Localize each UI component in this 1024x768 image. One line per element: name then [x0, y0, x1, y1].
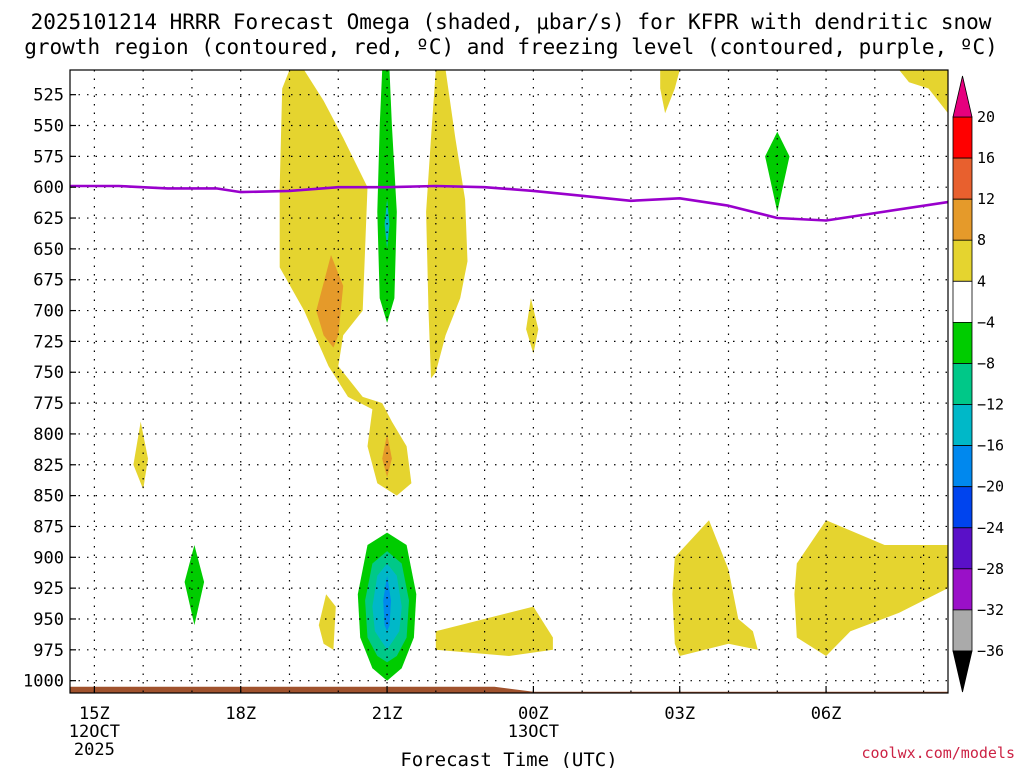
chart-title-line1: 2025101214 HRRR Forecast Omega (shaded, …: [31, 10, 992, 34]
y-tick-label-850: 850: [33, 487, 64, 507]
y-tick-label-925: 925: [33, 579, 64, 599]
freezing-level-line: [70, 184, 948, 222]
watermark: coolwx.com/models: [861, 744, 1015, 762]
y-tick-label-750: 750: [33, 363, 64, 383]
grid-lines: [70, 70, 948, 693]
x-axis-label: Forecast Time (UTC): [400, 749, 617, 768]
ground-surface: [70, 686, 948, 693]
x-tick-label-5: 06Z: [811, 704, 842, 724]
colorbar: 20 16 12 8 4 −4 −8 −12 −16 −20 −24 −28 −32 −36: [952, 75, 1004, 693]
x-tick-label-0: 15Z: [79, 704, 110, 724]
y-tick-label-675: 675: [33, 271, 64, 291]
omega-region-8: [672, 520, 758, 656]
colorbar-swatch-5: [952, 321, 973, 364]
y-tick-label-625: 625: [33, 209, 64, 229]
colorbar-swatch-4: [952, 280, 973, 323]
y-tick-label-975: 975: [33, 641, 64, 661]
x-tick-label-2: 21Z: [372, 704, 403, 724]
omega-region-1: [426, 70, 468, 379]
colorbar-swatch-7: [952, 404, 973, 446]
y-tick-label-950: 950: [33, 610, 64, 630]
colorbar-swatch-11: [952, 568, 973, 611]
x-date-label-0: 12OCT: [69, 722, 120, 742]
omega-region-19: [383, 575, 391, 632]
y-tick-label-600: 600: [33, 178, 64, 198]
y-tick-label-575: 575: [33, 147, 64, 167]
colorbar-swatch-8: [952, 445, 973, 488]
omega-region-11: [382, 433, 392, 478]
omega-region-5: [133, 421, 148, 490]
ground-fill: [70, 686, 948, 693]
x-date-label-3: 13OCT: [508, 722, 559, 742]
chart-title-line2: growth region (contoured, red, ºC) and f…: [24, 35, 998, 59]
plot-frame: [69, 69, 949, 694]
x-tick-label-1: 18Z: [225, 704, 256, 724]
colorbar-label-13: −36: [977, 642, 1004, 660]
colorbar-label-5: −4: [977, 313, 995, 331]
colorbar-swatch-6: [952, 363, 973, 405]
y-tick-label-550: 550: [33, 117, 64, 137]
colorbar-label-3: 8: [977, 231, 986, 249]
y-tick-label-825: 825: [33, 456, 64, 476]
colorbar-label-11: −28: [977, 560, 1004, 578]
y-tick-label-650: 650: [33, 240, 64, 260]
omega-region-6: [318, 594, 336, 650]
colorbar-swatch-2: [952, 198, 973, 241]
omega-region-12: [377, 70, 397, 323]
x-tick-label-3: 00Z: [518, 704, 549, 724]
colorbar-swatch-12: [952, 609, 973, 652]
colorbar-top-arrow: [952, 75, 973, 118]
colorbar-label-4: 4: [977, 272, 986, 290]
colorbar-label-9: −20: [977, 478, 1004, 496]
colorbar-label-7: −12: [977, 396, 1004, 414]
y-tick-label-1000: 1000: [23, 672, 64, 692]
y-tick-label-900: 900: [33, 548, 64, 568]
x-year-label-0: 2025: [74, 740, 115, 760]
x-tick-label-4: 03Z: [664, 704, 695, 724]
colorbar-swatch-9: [952, 486, 973, 529]
omega-region-13: [765, 131, 790, 212]
colorbar-label-8: −16: [977, 437, 1004, 455]
omega-region-14: [184, 545, 205, 626]
colorbar-label-2: 12: [977, 190, 995, 208]
colorbar-swatch-1: [952, 157, 973, 200]
colorbar-swatch-0: [952, 116, 973, 159]
omega-region-3: [899, 70, 948, 114]
y-tick-label-725: 725: [33, 332, 64, 352]
colorbar-label-12: −32: [977, 601, 1004, 619]
colorbar-swatch-3: [952, 239, 973, 282]
freezing-level: [70, 184, 948, 222]
colorbar-bottom-arrow: [952, 650, 973, 693]
y-tick-label-525: 525: [33, 86, 64, 106]
colorbar-swatch-10: [952, 527, 973, 570]
colorbar-label-0: 20: [977, 108, 995, 126]
y-tick-label-875: 875: [33, 517, 64, 537]
colorbar-label-6: −8: [977, 355, 995, 373]
omega-region-4: [526, 298, 539, 354]
omega-region-0: [279, 70, 412, 496]
omega-region-9: [794, 520, 948, 656]
y-tick-label-800: 800: [33, 425, 64, 445]
colorbar-label-10: −24: [977, 519, 1004, 537]
y-tick-label-775: 775: [33, 394, 64, 414]
omega-region-10: [316, 255, 344, 348]
omega-region-2: [660, 70, 680, 114]
omega-region-7: [435, 606, 553, 656]
colorbar-label-1: 16: [977, 149, 995, 167]
y-axis: 525 550 575 600 625 650 675 700 725 750 775 800 825 8…: [23, 86, 76, 692]
y-tick-label-700: 700: [33, 302, 64, 322]
